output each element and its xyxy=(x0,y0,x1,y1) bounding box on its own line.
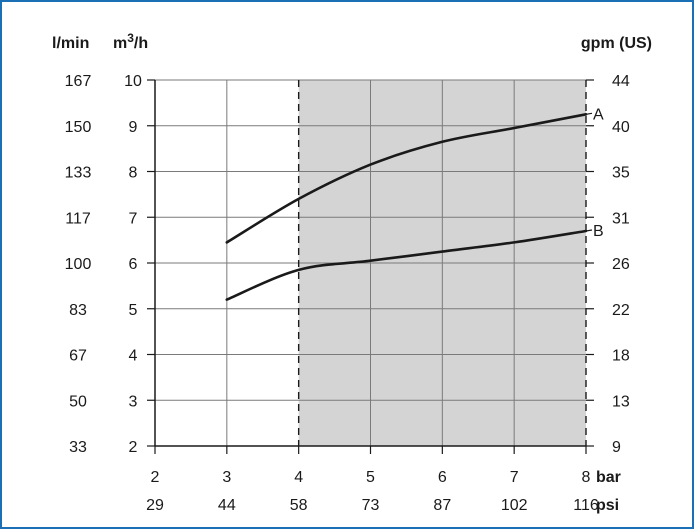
x-tick-label-bar: 6 xyxy=(438,469,447,486)
series-label-leader-b xyxy=(585,229,593,232)
x-axis-bar-title: bar xyxy=(596,469,621,486)
series-line-b xyxy=(225,229,588,301)
y-axis-gpm-title: gpm (US) xyxy=(581,35,652,52)
series-line-a xyxy=(225,113,588,244)
y-tick-label-lmin: 67 xyxy=(69,348,87,365)
y-tick-label-lmin: 33 xyxy=(69,439,87,456)
y-tick-label-gpm: 44 xyxy=(612,73,630,90)
x-axis-psi-title: psi xyxy=(596,497,619,514)
y-tick-label-m3h: 10 xyxy=(124,73,142,90)
y-tick-label-m3h: 9 xyxy=(129,119,138,136)
y-axis-m3h-title: m3/h xyxy=(113,31,148,52)
x-tick-label-psi: 116 xyxy=(573,497,599,514)
y-tick-label-lmin: 133 xyxy=(65,165,92,182)
x-tick-label-bar: 2 xyxy=(151,469,160,486)
series-group: AB xyxy=(225,106,604,301)
x-tick-label-bar: 8 xyxy=(582,469,591,486)
x-tick-label-psi: 29 xyxy=(146,497,164,514)
y-tick-label-lmin: 50 xyxy=(69,393,87,410)
x-tick-label-psi: 73 xyxy=(362,497,380,514)
x-tick-label-psi: 87 xyxy=(433,497,451,514)
x-tick-label-psi: 44 xyxy=(218,497,236,514)
y-tick-label-m3h: 3 xyxy=(129,393,138,410)
y-tick-label-lmin: 150 xyxy=(65,119,92,136)
y-tick-label-lmin: 167 xyxy=(65,73,92,90)
series-label-b: B xyxy=(593,223,604,240)
y-tick-label-lmin: 117 xyxy=(65,210,91,227)
x-tick-label-bar: 5 xyxy=(366,469,375,486)
y-tick-label-m3h: 2 xyxy=(129,439,138,456)
x-tick-label-psi: 102 xyxy=(501,497,528,514)
y-tick-label-gpm: 26 xyxy=(612,256,630,273)
y-axis-lmin-title: l/min xyxy=(52,35,89,52)
y-tick-label-m3h: 8 xyxy=(129,165,138,182)
y-tick-label-m3h: 4 xyxy=(129,348,138,365)
y-tick-label-gpm: 35 xyxy=(612,165,630,182)
x-tick-label-bar: 3 xyxy=(222,469,231,486)
y-tick-label-gpm: 40 xyxy=(612,119,630,136)
y-tick-label-lmin: 83 xyxy=(69,302,87,319)
y-tick-label-gpm: 13 xyxy=(612,393,630,410)
y-tick-label-gpm: 9 xyxy=(612,439,621,456)
y-tick-label-m3h: 5 xyxy=(129,302,138,319)
y-tick-label-lmin: 100 xyxy=(65,256,92,273)
x-tick-label-bar: 4 xyxy=(294,469,303,486)
y-tick-label-m3h: 6 xyxy=(129,256,138,273)
series-label-leader-a xyxy=(585,112,593,115)
grid xyxy=(155,79,586,446)
x-tick-label-bar: 7 xyxy=(510,469,519,486)
y-tick-label-gpm: 18 xyxy=(612,348,630,365)
y-tick-label-m3h: 7 xyxy=(129,210,138,227)
y-tick-label-gpm: 31 xyxy=(612,210,630,227)
x-tick-label-psi: 58 xyxy=(290,497,308,514)
series-label-a: A xyxy=(593,106,604,123)
y-tick-label-gpm: 22 xyxy=(612,302,630,319)
